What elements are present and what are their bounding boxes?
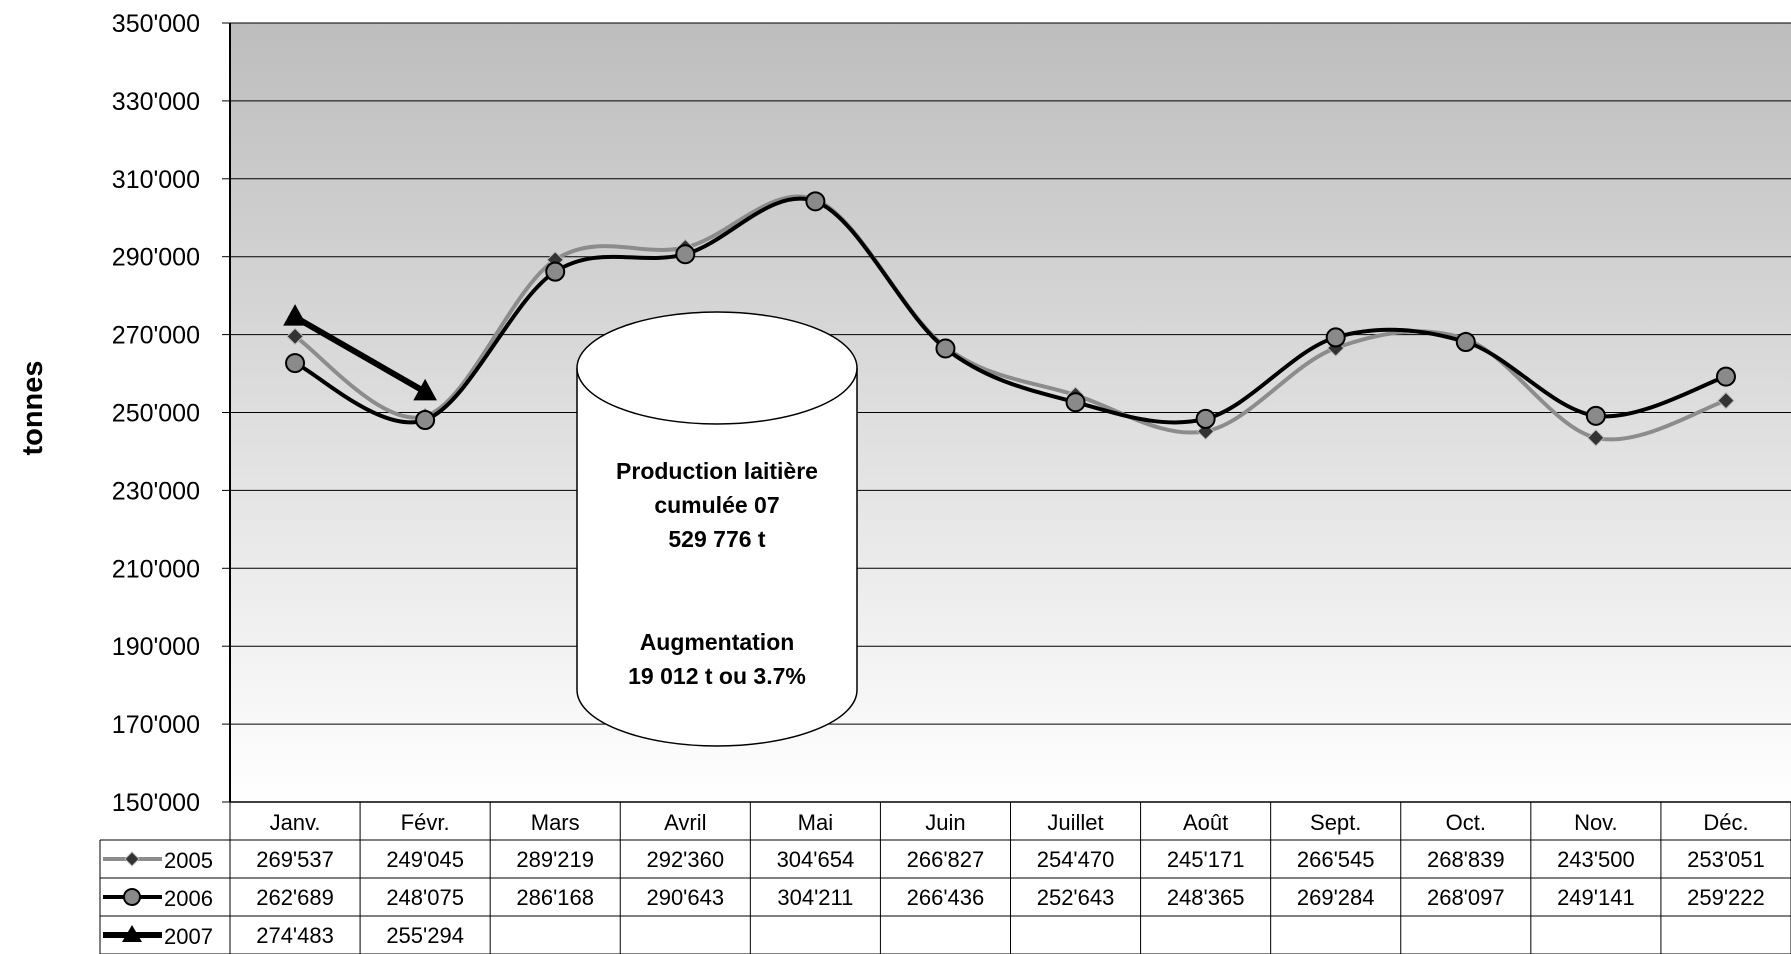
x-tick-label: Juillet [1047, 810, 1103, 835]
data-label: 304'654 [777, 847, 855, 872]
data-label: 245'171 [1167, 847, 1245, 872]
legend-marker-2006 [123, 888, 141, 906]
data-label: 304'211 [777, 885, 853, 910]
annotation-text: 529 776 t [668, 526, 766, 552]
data-point-2006-Déc. [1715, 366, 1736, 387]
x-tick-label: Janv. [270, 810, 321, 835]
data-point-2006-Oct. [1455, 332, 1476, 353]
legend-label: 2007 [164, 924, 213, 949]
data-label: 292'360 [646, 847, 724, 872]
y-axis-label: tonnes [17, 360, 49, 455]
legend-marker-2007 [122, 925, 142, 942]
annotation-text: cumulée 07 [654, 492, 779, 518]
data-label: 268'097 [1427, 885, 1505, 910]
x-tick-label: Sept. [1310, 810, 1361, 835]
y-tick-label: 230'000 [112, 477, 200, 505]
data-label: 269'537 [256, 847, 334, 872]
annotation-text: Augmentation [640, 629, 795, 655]
data-point-2006-Avril [675, 244, 696, 265]
legend-label: 2005 [164, 848, 213, 873]
annotation-text: 19 012 t ou 3.7% [628, 663, 806, 689]
data-label: 259'222 [1687, 885, 1765, 910]
data-point-2006-Nov. [1585, 405, 1606, 426]
y-tick-label: 170'000 [112, 711, 200, 739]
data-label: 249'141 [1557, 885, 1635, 910]
cylinder-body [576, 368, 858, 747]
y-tick-label: 350'000 [112, 10, 200, 38]
x-tick-label: Avril [664, 810, 706, 835]
data-point-2006-Août [1195, 408, 1216, 429]
data-label: 262'689 [256, 885, 334, 910]
data-label: 252'643 [1037, 885, 1115, 910]
data-label: 266'436 [907, 885, 985, 910]
y-tick-label: 290'000 [112, 244, 200, 272]
annotation-text: Production laitière [616, 458, 818, 484]
data-point-2005-Nov. [1587, 429, 1605, 447]
data-point-2006-Sept. [1325, 327, 1346, 348]
data-label: 289'219 [516, 847, 594, 872]
data-label: 249'045 [386, 847, 464, 872]
y-tick-label: 330'000 [112, 88, 200, 116]
data-point-2006-Mars [545, 261, 566, 282]
x-tick-label: Oct. [1446, 810, 1486, 835]
data-label: 255'294 [386, 923, 464, 948]
data-label: 266'827 [907, 847, 985, 872]
data-label: 248'075 [386, 885, 464, 910]
data-label: 254'470 [1037, 847, 1115, 872]
data-point-2005-Janv. [286, 327, 304, 346]
data-label: 243'500 [1557, 847, 1635, 872]
y-tick-label: 150'000 [112, 789, 200, 817]
y-tick-label: 250'000 [112, 400, 200, 428]
legend-marker-2005 [124, 851, 140, 867]
data-label: 290'643 [646, 885, 724, 910]
data-point-2006-Mai [805, 191, 826, 212]
cylinder-top [576, 311, 858, 425]
data-point-2007-Janv. [283, 304, 307, 326]
y-tick-label: 270'000 [112, 322, 200, 350]
data-label: 269'284 [1297, 885, 1375, 910]
x-tick-label: Déc. [1703, 810, 1748, 835]
data-label: 286'168 [516, 885, 594, 910]
data-point-2007-Févr. [413, 378, 437, 401]
data-label: 266'545 [1297, 847, 1375, 872]
data-point-2006-Juillet [1065, 392, 1086, 413]
data-point-2006-Janv. [285, 353, 306, 374]
x-tick-label: Juin [925, 810, 965, 835]
legend-label: 2006 [164, 886, 213, 911]
series-line-2007 [293, 314, 427, 395]
x-tick-label: Août [1183, 810, 1228, 835]
data-point-2006-Juin [935, 338, 956, 359]
data-point-2005-Déc. [1717, 391, 1735, 410]
y-tick-label: 190'000 [112, 633, 200, 661]
x-tick-label: Mai [798, 810, 833, 835]
y-tick-label: 310'000 [112, 166, 200, 194]
x-tick-label: Févr. [401, 810, 450, 835]
data-label: 248'365 [1167, 885, 1245, 910]
x-tick-label: Nov. [1574, 810, 1618, 835]
data-label: 268'839 [1427, 847, 1505, 872]
data-label: 253'051 [1687, 847, 1765, 872]
x-tick-label: Mars [531, 810, 580, 835]
data-label: 274'483 [256, 923, 334, 948]
y-tick-label: 210'000 [112, 555, 200, 583]
data-point-2006-Févr. [415, 409, 436, 430]
